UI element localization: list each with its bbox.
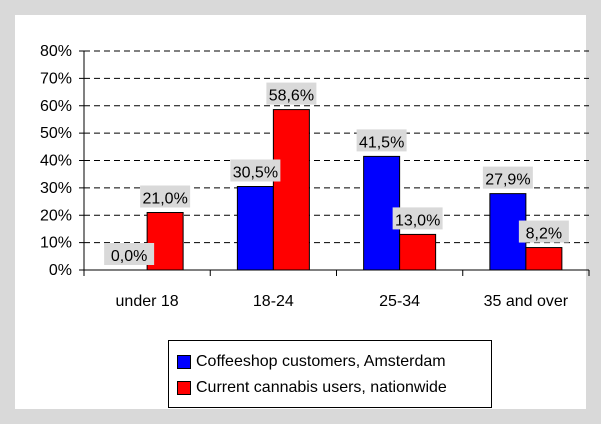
legend-swatch-red (177, 381, 191, 395)
data-label-background (518, 220, 569, 243)
y-tick-label: 60% (40, 98, 72, 115)
y-tick-label: 0% (49, 262, 72, 279)
data-label-background (266, 82, 317, 105)
legend-label-cannabis: Current cannabis users, nationwide (196, 379, 447, 396)
data-label-background (140, 185, 191, 208)
data-label-background (230, 159, 281, 182)
bar (236, 186, 274, 271)
data-label-background (482, 166, 533, 189)
bar (399, 233, 437, 271)
y-tick-label: 40% (40, 153, 72, 170)
legend-item-coffeeshop: Coffeeshop customers, Amsterdam (177, 351, 446, 373)
data-label: 58,6% (269, 88, 314, 105)
legend: Coffeeshop customers, Amsterdam Current … (168, 340, 492, 408)
data-label-background (104, 243, 155, 265)
bar (525, 247, 563, 271)
axes: 0% 10% 20% 30% 40% 50% 60% 70% 80% under 18 18-24 2… (40, 43, 590, 310)
y-tick-label: 30% (40, 180, 72, 197)
x-category-label: under 18 (116, 293, 179, 310)
y-tick-label: 70% (40, 70, 72, 87)
y-tick-label: 50% (40, 125, 72, 142)
data-label: 0,0% (111, 248, 147, 265)
x-category-label: 18-24 (253, 293, 294, 310)
x-category-label: 25-34 (379, 293, 420, 310)
data-label-background (392, 207, 443, 230)
data-labels: 0,0% 21,0% 30,5% 58,6% 41,5% 13,0% 27,9% 8,2% (104, 82, 569, 265)
data-label: 27,9% (485, 172, 530, 189)
y-tick-label: 80% (40, 43, 72, 60)
legend-swatch-blue (177, 355, 191, 369)
legend-label-coffeeshop: Coffeeshop customers, Amsterdam (196, 353, 446, 370)
data-label: 21,0% (142, 191, 187, 208)
data-label: 30,5% (233, 165, 278, 182)
y-tick-label: 10% (40, 235, 72, 252)
data-label: 8,2% (526, 226, 562, 243)
legend-item-cannabis: Current cannabis users, nationwide (177, 377, 447, 399)
y-tick-label: 20% (40, 207, 72, 224)
data-label: 13,0% (395, 212, 440, 229)
data-label: 41,5% (359, 134, 404, 151)
bar (272, 109, 310, 271)
data-label-background (356, 129, 407, 152)
x-category-label: 35 and over (484, 293, 569, 310)
